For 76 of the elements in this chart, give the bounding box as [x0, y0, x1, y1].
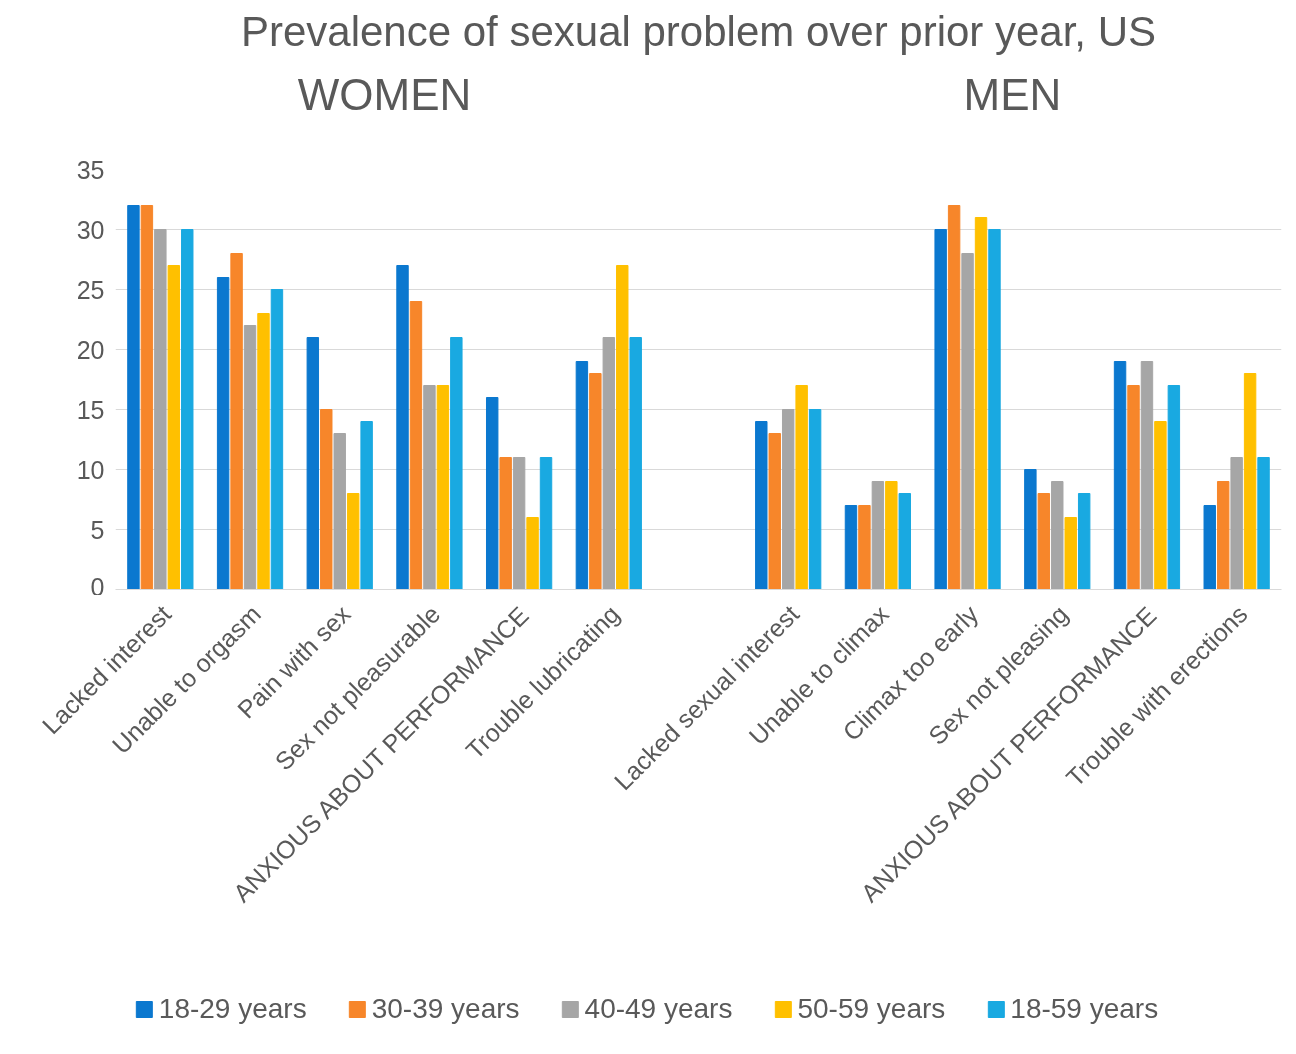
- y-tick-label: 25: [76, 275, 105, 304]
- bar: [1064, 517, 1077, 590]
- bar: [512, 457, 526, 590]
- bar: [320, 409, 333, 590]
- bar: [216, 277, 230, 590]
- bar: [629, 337, 642, 590]
- bar: [1257, 457, 1270, 590]
- bar: [1037, 493, 1051, 590]
- bar: [858, 505, 871, 590]
- y-tick-label: 10: [76, 455, 105, 484]
- bar: [396, 265, 409, 590]
- bar: [1140, 361, 1154, 590]
- y-tick-label: 15: [76, 395, 105, 424]
- bar: [885, 481, 898, 590]
- bar: [1243, 373, 1257, 590]
- bar: [257, 313, 270, 590]
- bar: [346, 493, 360, 590]
- bar: [230, 253, 243, 590]
- bar: [1127, 385, 1140, 590]
- bar: [1024, 469, 1037, 590]
- bar: [539, 457, 553, 590]
- bar: [450, 337, 463, 590]
- y-tick-label: 5: [90, 515, 105, 544]
- bar: [781, 409, 795, 590]
- legend-label: 18-59 years: [1010, 993, 1159, 1025]
- bar: [1077, 493, 1091, 590]
- y-tick-label: 20: [76, 335, 105, 364]
- bar: [181, 229, 194, 590]
- bar: [243, 325, 257, 590]
- bar: [768, 433, 781, 590]
- legend-label: 30-39 years: [371, 993, 520, 1025]
- bar: [602, 337, 616, 590]
- bar: [409, 301, 423, 590]
- bar: [898, 493, 912, 590]
- legend-label: 50-59 years: [797, 993, 946, 1025]
- y-tick-label: 35: [76, 155, 105, 184]
- bar: [974, 217, 988, 590]
- bar: [934, 229, 947, 590]
- bar: [360, 421, 373, 590]
- bar: [127, 205, 140, 590]
- bar: [871, 481, 885, 590]
- bar: [1113, 361, 1127, 590]
- bar: [575, 361, 589, 590]
- legend-label: 18-29 years: [158, 993, 307, 1025]
- bar: [808, 409, 822, 590]
- text: WOMEN: [297, 70, 472, 119]
- bar: [1167, 385, 1181, 590]
- bar: [961, 253, 974, 590]
- bar: [140, 205, 154, 590]
- bar: [1154, 421, 1167, 590]
- bar: [436, 385, 450, 590]
- bar: [616, 265, 629, 590]
- bar: [589, 373, 602, 590]
- bar: [526, 517, 539, 590]
- bar: [755, 421, 768, 590]
- y-tick-label: 0: [90, 572, 105, 601]
- bar: [499, 457, 512, 590]
- text: MEN: [963, 70, 1062, 119]
- bar: [423, 385, 436, 590]
- bar: [1203, 505, 1216, 590]
- legend-label: 40-49 years: [584, 993, 733, 1025]
- bar: [1216, 481, 1230, 590]
- bar: [1230, 457, 1243, 590]
- bar: [270, 289, 284, 590]
- bar: [1051, 481, 1064, 590]
- bar: [795, 385, 808, 590]
- bar: [988, 229, 1001, 590]
- y-tick-label: 30: [76, 215, 105, 244]
- bar: [947, 205, 961, 590]
- bar: [485, 397, 499, 590]
- bar: [154, 229, 167, 590]
- chart-title: Prevalence of sexual problem over prior year, US: [240, 7, 1157, 55]
- bar: [167, 265, 181, 590]
- bar: [333, 433, 346, 590]
- bar: [306, 337, 320, 590]
- bar: [844, 505, 858, 590]
